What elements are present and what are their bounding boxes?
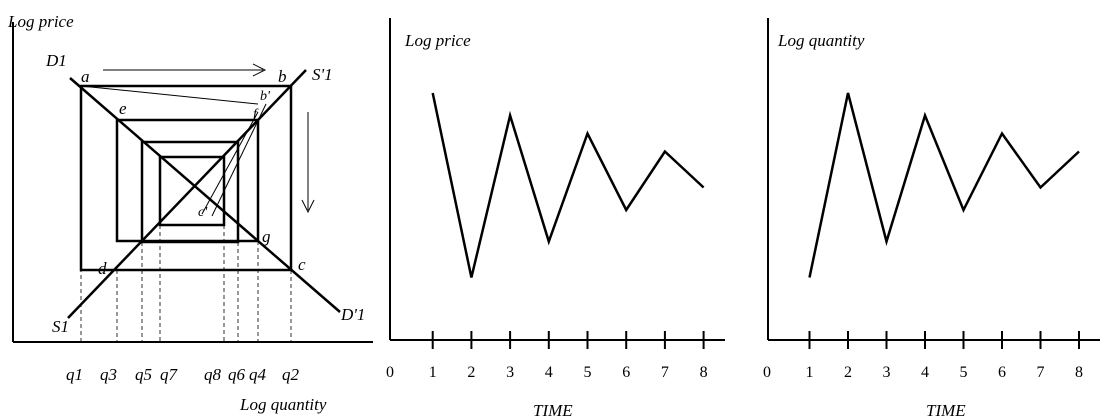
price-panel-title: Log price xyxy=(404,31,471,50)
price-tick-label-0: 0 xyxy=(386,364,394,381)
price-tick-label-7: 7 xyxy=(661,364,669,381)
quantity-series-line xyxy=(808,92,1080,278)
quantity-tick-label-3: 3 xyxy=(883,364,891,381)
point-b-prime: b' xyxy=(260,89,271,104)
cobweb-panel: Log price Log quantity D1 S'1 S1 D'1 xyxy=(7,12,373,414)
label-d-prime-1: D'1 xyxy=(340,305,365,324)
label-s-prime-1: S'1 xyxy=(312,65,333,84)
q-label-q6: q6 xyxy=(228,365,246,384)
q-label-q1: q1 xyxy=(66,365,83,384)
price-series xyxy=(431,92,705,278)
quantity-tick-label-6: 6 xyxy=(998,364,1006,381)
cobweb-y-axis-label: Log price xyxy=(7,12,74,31)
label-d1: D1 xyxy=(45,51,67,70)
supply-curve-s1 xyxy=(67,69,307,319)
price-tick-label-2: 2 xyxy=(467,364,475,381)
quantity-series xyxy=(808,92,1080,278)
price-panel: Log price TIME 0 1 2 3 4 5 6 7 8 xyxy=(386,18,725,416)
price-series-line xyxy=(431,92,705,278)
quantity-tick-label-0: 0 xyxy=(763,364,771,381)
cobweb-square-3 xyxy=(140,140,240,244)
quantity-x-ticks: 0 1 2 3 4 5 6 7 8 xyxy=(763,331,1083,381)
price-x-ticks: 0 1 2 3 4 5 6 7 8 xyxy=(386,331,708,381)
point-c: c xyxy=(298,255,306,274)
point-g: g xyxy=(262,227,271,246)
q-label-q5: q5 xyxy=(135,365,152,384)
price-x-axis-label: TIME xyxy=(533,401,573,416)
q-label-q7: q7 xyxy=(160,365,179,384)
quantity-tick-label-4: 4 xyxy=(921,364,929,381)
line-a-b-prime xyxy=(80,85,259,105)
quantity-panel-title: Log quantity xyxy=(777,31,865,50)
label-s1: S1 xyxy=(52,317,69,336)
point-e: e xyxy=(119,99,127,118)
price-tick-label-8: 8 xyxy=(700,364,708,381)
rightward-arrow-head xyxy=(252,63,267,77)
downward-arrow-head xyxy=(301,199,315,214)
q-label-q8: q8 xyxy=(204,365,222,384)
quantity-panel: Log quantity TIME 0 1 2 3 4 5 6 7 8 xyxy=(763,18,1100,416)
point-a: a xyxy=(81,67,90,86)
price-tick-label-1: 1 xyxy=(429,364,437,381)
demand-curve-d1 xyxy=(69,77,341,313)
line-f-c-prime-2 xyxy=(201,111,259,215)
quantity-tick-label-8: 8 xyxy=(1075,364,1083,381)
line-f-c-prime-1 xyxy=(211,103,267,217)
cobweb-x-axis-label: Log quantity xyxy=(239,395,327,414)
price-tick-label-3: 3 xyxy=(506,364,514,381)
price-tick-label-6: 6 xyxy=(622,364,630,381)
price-tick-label-5: 5 xyxy=(584,364,592,381)
point-c-prime: c' xyxy=(198,205,208,220)
quantity-tick-label-5: 5 xyxy=(960,364,968,381)
point-f: f xyxy=(253,107,259,122)
point-d: d xyxy=(98,259,107,278)
q-label-q2: q2 xyxy=(282,365,300,384)
point-b: b xyxy=(278,67,287,86)
q-label-q4: q4 xyxy=(249,365,267,384)
quantity-x-axis-label: TIME xyxy=(926,401,966,416)
price-tick-label-4: 4 xyxy=(545,364,553,381)
quantity-tick-label-2: 2 xyxy=(844,364,852,381)
quantity-tick-label-1: 1 xyxy=(806,364,814,381)
quantity-tick-label-7: 7 xyxy=(1037,364,1045,381)
q-label-q3: q3 xyxy=(100,365,117,384)
